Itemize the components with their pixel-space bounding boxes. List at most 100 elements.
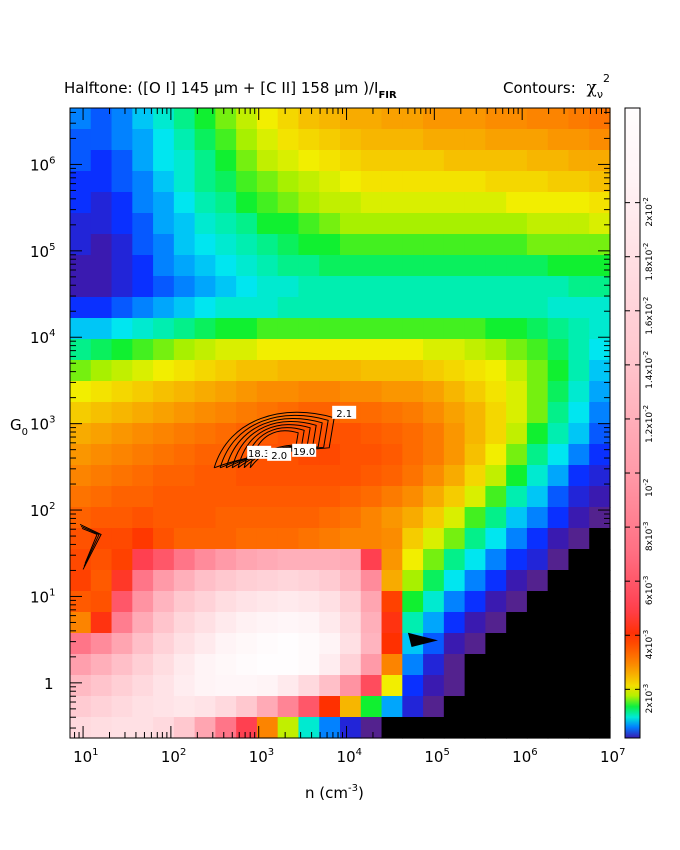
heatmap-cell xyxy=(277,108,300,130)
heatmap-cell xyxy=(277,549,300,571)
heatmap-cell xyxy=(215,507,237,529)
heatmap-cell xyxy=(485,108,507,130)
heatmap-cell xyxy=(173,255,196,277)
heatmap-cell xyxy=(319,675,341,697)
heatmap-cell xyxy=(589,486,611,508)
heatmap-cell xyxy=(485,213,507,235)
heatmap-cell xyxy=(340,717,362,739)
heatmap-cell xyxy=(443,591,466,613)
heatmap-cell xyxy=(526,612,549,634)
heatmap-cell xyxy=(70,108,92,130)
heatmap-cell xyxy=(464,549,486,571)
heatmap-cell xyxy=(547,654,570,676)
heatmap-cell xyxy=(215,402,237,424)
heatmap-cell xyxy=(319,108,341,130)
heatmap-cell xyxy=(70,213,92,235)
heatmap-cell xyxy=(194,318,216,340)
heatmap-cell xyxy=(256,360,279,382)
heatmap-cell xyxy=(381,318,403,340)
heatmap-cell xyxy=(402,507,424,529)
heatmap-cell xyxy=(319,528,341,550)
heatmap-cell xyxy=(485,297,507,319)
heatmap-cell xyxy=(568,171,590,193)
heatmap-cell xyxy=(464,255,486,277)
heatmap-cell xyxy=(485,381,507,403)
heatmap-cell xyxy=(589,654,611,676)
heatmap-cell xyxy=(464,171,486,193)
heatmap-cell xyxy=(153,465,175,487)
heatmap-cell xyxy=(381,528,403,550)
heatmap-cell xyxy=(236,696,258,718)
heatmap-cell xyxy=(360,381,383,403)
heatmap-cell xyxy=(70,150,92,172)
heatmap-cell xyxy=(381,255,403,277)
heatmap-cell xyxy=(132,213,154,235)
heatmap-cell xyxy=(464,360,486,382)
heatmap-cell xyxy=(547,318,570,340)
heatmap-cell xyxy=(589,402,611,424)
heatmap-cell xyxy=(111,297,133,319)
heatmap-cell xyxy=(568,633,590,655)
heatmap-cell xyxy=(70,633,92,655)
heatmap-cell xyxy=(298,465,320,487)
heatmap-cell xyxy=(547,549,570,571)
heatmap-cell xyxy=(319,717,341,739)
heatmap-cell xyxy=(111,654,133,676)
heatmap-cell xyxy=(111,570,133,592)
heatmap-cell xyxy=(132,591,154,613)
heatmap-cell xyxy=(589,360,611,382)
heatmap-cell xyxy=(153,402,175,424)
heatmap-cell xyxy=(132,150,154,172)
heatmap-cell xyxy=(153,423,175,445)
heatmap-cell xyxy=(298,318,320,340)
heatmap-cell xyxy=(443,570,466,592)
heatmap-cell xyxy=(70,360,92,382)
heatmap-cell xyxy=(70,717,92,739)
heatmap-cell xyxy=(236,465,258,487)
heatmap-cell xyxy=(111,591,133,613)
heatmap-cell xyxy=(173,444,196,466)
heatmap-cell xyxy=(526,150,549,172)
heatmap-cell xyxy=(340,549,362,571)
heatmap-cell xyxy=(215,549,237,571)
heatmap-cell xyxy=(90,423,113,445)
heatmap-cell xyxy=(215,465,237,487)
heatmap-cell xyxy=(423,591,445,613)
heatmap-cell xyxy=(443,171,466,193)
heatmap-cell xyxy=(423,654,445,676)
heatmap-cell xyxy=(360,486,383,508)
heatmap-cell xyxy=(568,108,590,130)
heatmap-cell xyxy=(485,276,507,298)
heatmap-cell xyxy=(111,381,133,403)
heatmap-cell xyxy=(485,570,507,592)
heatmap-cell xyxy=(340,612,362,634)
heatmap-cell xyxy=(153,507,175,529)
heatmap-cell xyxy=(506,549,528,571)
heatmap-cell xyxy=(256,486,279,508)
heatmap-cell xyxy=(277,696,300,718)
heatmap-cell xyxy=(90,234,113,256)
heatmap-cell xyxy=(132,402,154,424)
heatmap-cell xyxy=(402,486,424,508)
heatmap-cell xyxy=(132,444,154,466)
y-axis: 1 101 102 103 104 105 106 xyxy=(30,111,610,729)
heatmap-cell xyxy=(547,192,570,214)
heatmap-cell xyxy=(443,633,466,655)
contour-label-box xyxy=(332,405,357,419)
heatmap-cell xyxy=(70,255,92,277)
heatmap-cell xyxy=(236,717,258,739)
heatmap-cell xyxy=(90,591,113,613)
heatmap-cell xyxy=(298,549,320,571)
heatmap-cell xyxy=(485,255,507,277)
heatmap-cell xyxy=(423,696,445,718)
heatmap-cell xyxy=(402,150,424,172)
heatmap-cell xyxy=(589,318,611,340)
heatmap-cell xyxy=(132,528,154,550)
heatmap-cells xyxy=(70,108,611,739)
heatmap-cell xyxy=(506,696,528,718)
heatmap-cell xyxy=(132,276,154,298)
heatmap-cell xyxy=(547,171,570,193)
heatmap-cell xyxy=(70,339,92,361)
heatmap-cell xyxy=(589,612,611,634)
heatmap-cell xyxy=(506,213,528,235)
